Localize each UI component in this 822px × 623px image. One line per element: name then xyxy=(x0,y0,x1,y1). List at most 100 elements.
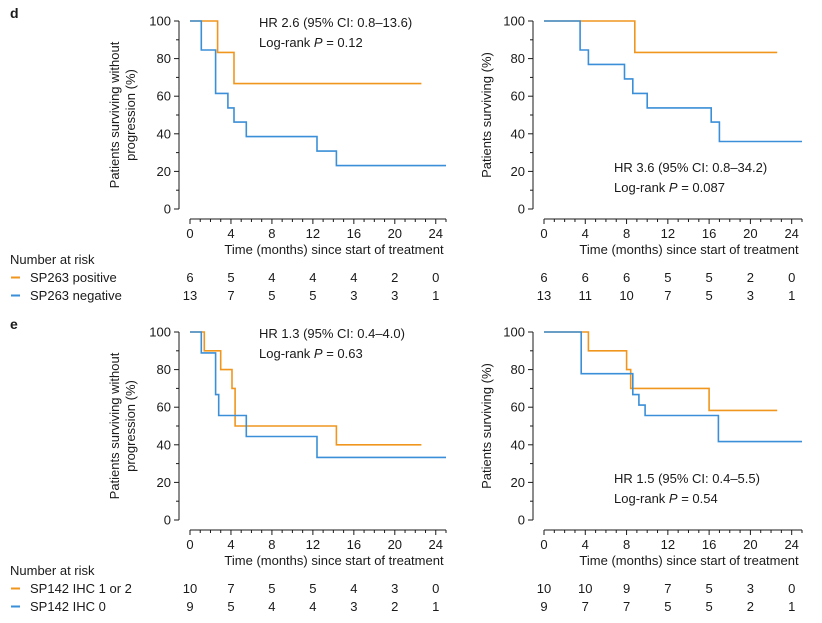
x-tick-label: 20 xyxy=(388,226,402,241)
y-tick-label: 80 xyxy=(511,51,525,66)
y-tick-label: 40 xyxy=(511,437,525,452)
y-tick-label: 40 xyxy=(157,126,171,141)
risk-count: 5 xyxy=(706,288,713,303)
y-tick-label: 0 xyxy=(518,513,525,528)
hazard-ratio-label: HR 1.3 (95% CI: 0.4–4.0) xyxy=(259,326,405,341)
y-axis-title: progression (%) xyxy=(123,380,138,472)
risk-count: 7 xyxy=(623,599,630,614)
km-curve-blue xyxy=(190,331,446,459)
x-tick-label: 8 xyxy=(268,226,275,241)
x-tick-label: 24 xyxy=(429,537,443,552)
x-axis-title: Time (months) since start of treatment xyxy=(579,242,799,257)
risk-count: 7 xyxy=(664,581,671,596)
x-tick-label: 24 xyxy=(784,537,798,552)
y-tick-label: 80 xyxy=(157,362,171,377)
risk-count: 6 xyxy=(186,270,193,285)
risk-count: 5 xyxy=(227,270,234,285)
y-tick-label: 100 xyxy=(503,14,525,29)
log-rank-p-label: Log-rank P = 0.087 xyxy=(614,180,725,195)
risk-count: 1 xyxy=(788,599,795,614)
risk-count: 5 xyxy=(268,288,275,303)
panel-letter-e: e xyxy=(10,316,18,332)
risk-count: 4 xyxy=(309,599,316,614)
x-axis-title: Time (months) since start of treatment xyxy=(224,242,444,257)
risk-count: 7 xyxy=(664,288,671,303)
log-rank-p-label: Log-rank P = 0.12 xyxy=(259,35,363,50)
risk-count: 5 xyxy=(664,599,671,614)
risk-count: 10 xyxy=(537,581,551,596)
legend-label-1: SP142 IHC 0 xyxy=(30,599,106,614)
legend-label-1: SP263 negative xyxy=(30,288,122,303)
x-axis-title: Time (months) since start of treatment xyxy=(579,553,799,568)
risk-count: 0 xyxy=(432,581,439,596)
risk-count: 4 xyxy=(268,599,275,614)
risk-count: 2 xyxy=(747,599,754,614)
x-tick-label: 0 xyxy=(540,226,547,241)
x-tick-label: 4 xyxy=(227,537,234,552)
x-tick-label: 8 xyxy=(268,537,275,552)
y-axis-title: Patients surviving (%) xyxy=(479,52,494,178)
hazard-ratio-label: HR 3.6 (95% CI: 0.8–34.2) xyxy=(614,160,767,175)
y-tick-label: 60 xyxy=(157,400,171,415)
hazard-ratio-label: HR 2.6 (95% CI: 0.8–13.6) xyxy=(259,15,412,30)
km-curve-blue xyxy=(544,20,802,143)
risk-count: 7 xyxy=(582,599,589,614)
y-axis-title: Patients surviving without xyxy=(107,352,122,499)
risk-count: 3 xyxy=(747,581,754,596)
x-tick-label: 20 xyxy=(743,226,757,241)
x-tick-label: 4 xyxy=(582,537,589,552)
risk-count: 0 xyxy=(432,270,439,285)
x-tick-label: 16 xyxy=(347,226,361,241)
risk-count: 5 xyxy=(706,599,713,614)
risk-count: 4 xyxy=(309,270,316,285)
log-rank-p-label: Log-rank P = 0.63 xyxy=(259,346,363,361)
y-tick-label: 0 xyxy=(164,202,171,217)
risk-count: 5 xyxy=(706,581,713,596)
risk-count: 2 xyxy=(391,270,398,285)
km-curve-blue xyxy=(544,331,802,443)
risk-count: 3 xyxy=(747,288,754,303)
legend-label-0: SP263 positive xyxy=(30,270,117,285)
risk-count: 7 xyxy=(227,581,234,596)
risk-count: 6 xyxy=(540,270,547,285)
x-tick-label: 0 xyxy=(186,226,193,241)
x-tick-label: 16 xyxy=(702,226,716,241)
risk-count: 1 xyxy=(788,288,795,303)
y-tick-label: 20 xyxy=(511,475,525,490)
x-tick-label: 24 xyxy=(784,226,798,241)
risk-count: 2 xyxy=(747,270,754,285)
km-curve-orange xyxy=(544,331,778,412)
x-tick-label: 12 xyxy=(306,537,320,552)
y-tick-label: 60 xyxy=(511,400,525,415)
y-tick-label: 100 xyxy=(503,325,525,340)
km-curve-blue xyxy=(190,20,446,167)
hazard-ratio-label: HR 1.5 (95% CI: 0.4–5.5) xyxy=(614,471,760,486)
x-tick-label: 8 xyxy=(623,226,630,241)
x-tick-label: 4 xyxy=(227,226,234,241)
y-tick-label: 20 xyxy=(511,164,525,179)
risk-count: 0 xyxy=(788,270,795,285)
x-tick-label: 12 xyxy=(661,537,675,552)
y-axis-title: progression (%) xyxy=(123,69,138,161)
risk-count: 3 xyxy=(391,581,398,596)
risk-count: 5 xyxy=(664,270,671,285)
y-axis-title: Patients surviving (%) xyxy=(479,363,494,489)
y-tick-label: 0 xyxy=(164,513,171,528)
km-curve-orange xyxy=(544,20,778,54)
risk-count: 1 xyxy=(432,288,439,303)
risk-count: 5 xyxy=(227,599,234,614)
km-curve-orange xyxy=(190,331,422,446)
x-tick-label: 12 xyxy=(306,226,320,241)
risk-count: 4 xyxy=(350,270,357,285)
x-tick-label: 16 xyxy=(347,537,361,552)
risk-count: 10 xyxy=(619,288,633,303)
risk-count: 10 xyxy=(578,581,592,596)
risk-count: 6 xyxy=(582,270,589,285)
risk-count: 3 xyxy=(350,599,357,614)
x-tick-label: 0 xyxy=(186,537,193,552)
panel-letter-d: d xyxy=(10,5,19,21)
